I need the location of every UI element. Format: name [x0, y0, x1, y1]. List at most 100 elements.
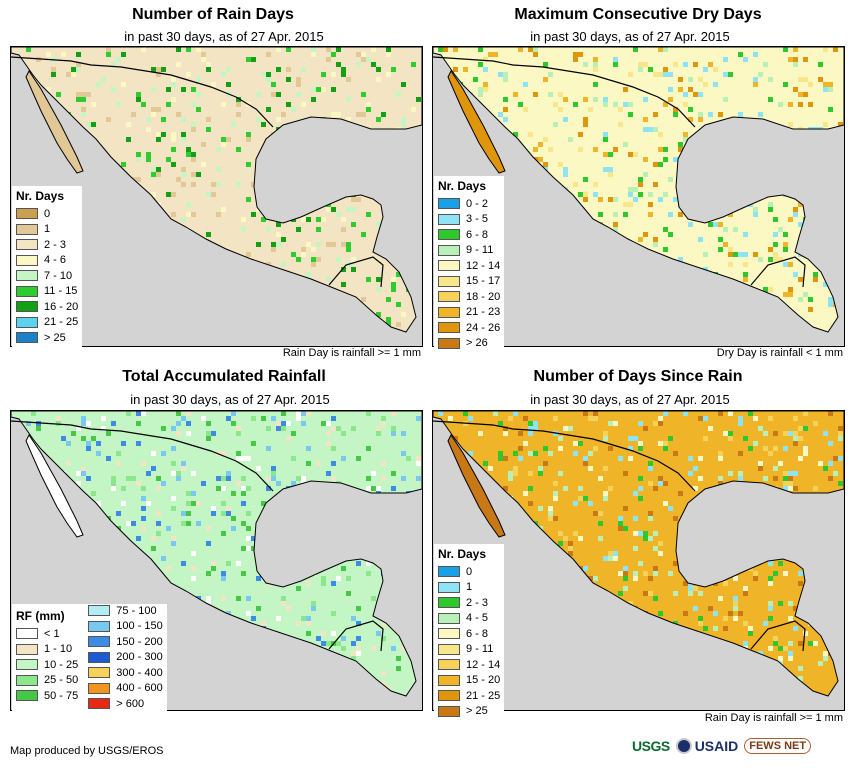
fews-net-logo: FEWS NET	[744, 738, 812, 754]
legend-label: 150 - 200	[116, 635, 163, 648]
legend-item: 24 - 26	[438, 320, 500, 336]
coastline	[11, 47, 422, 333]
legend-label: > 600	[116, 697, 145, 710]
legend-label: 6 - 8	[466, 627, 489, 640]
legend-item: 21 - 23	[438, 305, 500, 321]
legend-swatch	[16, 239, 38, 251]
coastline	[433, 47, 844, 333]
legend-item: 1	[16, 222, 78, 238]
legend-label: 15 - 17	[466, 275, 501, 288]
usgs-logo: USGS	[632, 738, 670, 754]
legend-swatch	[16, 643, 38, 655]
legend-swatch	[438, 229, 460, 241]
legend-label: 2 - 3	[44, 238, 67, 251]
legend-label: > 26	[466, 337, 488, 350]
legend-label: 15 - 20	[466, 674, 501, 687]
legend-item: 0	[16, 206, 78, 222]
legend-swatch	[88, 636, 111, 648]
legend-item: 300 - 400	[88, 665, 163, 681]
legend-item: 15 - 20	[438, 673, 500, 689]
legend-label: 7 - 10	[44, 269, 73, 282]
legend-title: Nr. Days	[16, 189, 65, 203]
legend-item: 50 - 75	[16, 688, 78, 704]
legend-item: 16 - 20	[16, 299, 78, 315]
legend-item: 4 - 5	[438, 611, 500, 627]
legend-swatch	[16, 674, 38, 686]
legend-swatch	[438, 198, 460, 210]
legend-item: 11 - 15	[16, 284, 78, 300]
legend-label: 21 - 25	[466, 689, 501, 702]
rain-days-legend: Nr. Days 0 1 2 - 3 4 - 6 7 - 10 11 - 15 16 - 2…	[12, 186, 83, 350]
legend-swatch	[438, 628, 460, 640]
legend-swatch	[438, 674, 460, 686]
baja-peninsula	[25, 434, 84, 538]
legend-item: 3 - 5	[438, 212, 500, 228]
legend-label: 50 - 75	[44, 689, 79, 702]
legend-item: > 26	[438, 336, 500, 352]
legend-label: 3 - 5	[466, 213, 489, 226]
legend-label: < 1	[44, 627, 60, 640]
legend-item: 12 - 14	[438, 657, 500, 673]
legend-item: 10 - 25	[16, 657, 78, 673]
legend-item: 21 - 25	[16, 315, 78, 331]
legend-swatch	[16, 223, 38, 235]
legend-item: 2 - 3	[438, 595, 500, 611]
rainfall-legend: RF (mm) < 1 1 - 10 10 - 25 25 - 50 50 - 75 7…	[12, 604, 167, 716]
legend-label: 100 - 150	[116, 620, 163, 633]
legend-label: 0	[44, 207, 51, 220]
panel-1-title: Number of Rain Days	[132, 6, 294, 23]
legend-label: 18 - 20	[466, 290, 501, 303]
legend-item: 6 - 8	[438, 227, 500, 243]
legend-swatch	[16, 690, 38, 702]
panel-1-subtitle: in past 30 days, as of 27 Apr. 2015	[124, 29, 324, 44]
legend-swatch	[88, 698, 111, 710]
legend-swatch	[438, 612, 460, 624]
legend-swatch	[16, 332, 38, 344]
legend-label: 6 - 8	[466, 228, 489, 241]
legend-item: 200 - 300	[88, 650, 163, 666]
legend-item: < 1	[16, 626, 78, 642]
legend-item: 4 - 6	[16, 253, 78, 269]
legend-item: 25 - 50	[16, 673, 78, 689]
days-since-rain-legend: Nr. Days 0 1 2 - 3 4 - 5 6 - 8 9 - 11 12 - 14 1…	[434, 544, 505, 723]
legend-item: > 25	[438, 704, 500, 720]
legend-item: 7 - 10	[16, 268, 78, 284]
legend-swatch	[88, 682, 111, 694]
baja-peninsula	[447, 434, 506, 538]
legend-label: 10 - 25	[44, 658, 79, 671]
legend-item: 1 - 10	[16, 642, 78, 658]
legend-swatch	[438, 291, 460, 303]
legend-label: > 25	[44, 331, 66, 344]
legend-swatch	[438, 659, 460, 671]
legend-label: 21 - 25	[44, 316, 79, 329]
panel-4-title: Number of Days Since Rain	[533, 368, 743, 385]
legend-item: 12 - 14	[438, 258, 500, 274]
legend-label: 9 - 11	[466, 643, 494, 656]
guatemala-border	[328, 620, 384, 652]
legend-title: Nr. Days	[438, 547, 487, 561]
panel-3-title: Total Accumulated Rainfall	[122, 368, 326, 385]
legend-label: 11 - 15	[44, 285, 78, 298]
legend-item: 9 - 11	[438, 243, 500, 259]
partner-logos: USGS USAID FEWS NET	[632, 738, 812, 754]
legend-swatch	[438, 260, 460, 272]
legend-label: 12 - 14	[466, 658, 501, 671]
usaid-logo: USAID	[675, 738, 738, 754]
legend-label: 12 - 14	[466, 259, 501, 272]
legend-item: 6 - 8	[438, 626, 500, 642]
legend-swatch	[16, 628, 38, 640]
guatemala-border	[328, 256, 384, 288]
legend-label: 25 - 50	[44, 674, 79, 687]
legend-item: 15 - 17	[438, 274, 500, 290]
legend-label: 400 - 600	[116, 682, 163, 695]
panel-4-subtitle: in past 30 days, as of 27 Apr. 2015	[530, 392, 730, 407]
legend-swatch	[438, 581, 460, 593]
legend-label: 4 - 6	[44, 254, 67, 267]
legend-label: > 25	[466, 705, 488, 718]
us-mexico-border	[433, 56, 696, 128]
legend-item: 0	[438, 564, 500, 580]
usaid-seal-icon	[675, 738, 692, 754]
legend-swatch	[438, 337, 460, 349]
guatemala-border	[750, 256, 806, 288]
legend-label: 75 - 100	[116, 604, 157, 617]
